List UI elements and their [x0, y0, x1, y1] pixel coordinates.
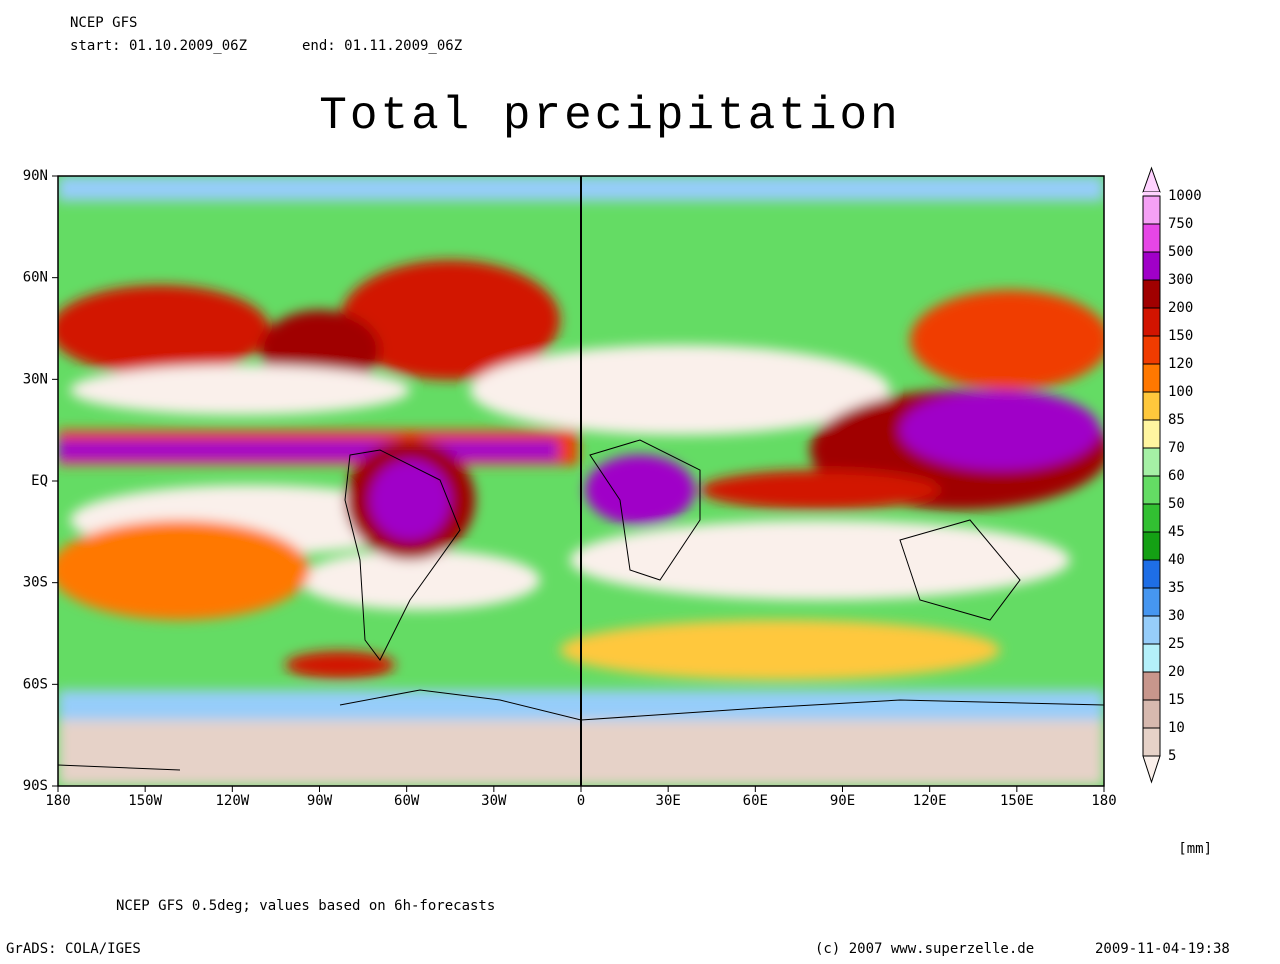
y-tick-label: 30S — [23, 575, 48, 591]
end-label: end: 01.11.2009_06Z — [302, 38, 462, 54]
colorbar-label: 1000 — [1168, 188, 1202, 204]
colorbar-label: 200 — [1168, 300, 1193, 316]
colorbar: 1000 750 500 300 200 150 120 100 85 70 60 50 45 40 35 3… — [1142, 166, 1202, 784]
y-tick-label: 60N — [23, 270, 48, 286]
colorbar-arrow — [1142, 755, 1161, 784]
x-tick-label: 180 — [45, 793, 70, 809]
colorbar-label: 25 — [1168, 636, 1185, 652]
y-tick-label: 30N — [23, 371, 48, 387]
colorbar-box — [1142, 223, 1161, 253]
x-tick-label: 90E — [830, 793, 855, 809]
colorbar-box — [1142, 475, 1161, 505]
colorbar-label: 10 — [1168, 720, 1185, 736]
colorbar-box — [1142, 503, 1161, 533]
colorbar-box — [1142, 335, 1161, 365]
map-title: Total precipitation — [319, 90, 901, 142]
colorbar-label: 120 — [1168, 356, 1193, 372]
colorbar-box — [1142, 587, 1161, 617]
colorbar-label: 35 — [1168, 580, 1185, 596]
copyright-label: (c) 2007 www.superzelle.de — [815, 941, 1034, 957]
colorbar-box — [1142, 671, 1161, 701]
x-tick-label: 30E — [656, 793, 681, 809]
colorbar-label: 70 — [1168, 440, 1185, 456]
colorbar-box — [1142, 531, 1161, 561]
colorbar-label: 40 — [1168, 552, 1185, 568]
colorbar-label: 500 — [1168, 244, 1193, 260]
x-tick-label: 180 — [1091, 793, 1116, 809]
y-tick-label: EQ — [31, 473, 48, 489]
colorbar-box — [1142, 251, 1161, 281]
y-tick-label: 90S — [23, 778, 48, 794]
x-tick-label: 120W — [215, 793, 249, 809]
colorbar-label: 85 — [1168, 412, 1185, 428]
y-tick-label: 90N — [23, 168, 48, 184]
colorbar-box — [1142, 559, 1161, 589]
x-tick-label: 90W — [307, 793, 333, 809]
colorbar-box — [1142, 727, 1161, 757]
colorbar-label: 45 — [1168, 524, 1185, 540]
x-tick-label: 0 — [577, 793, 585, 809]
footer-note: NCEP GFS 0.5deg; values based on 6h-fore… — [116, 898, 495, 914]
colorbar-label: 100 — [1168, 384, 1193, 400]
colorbar-box — [1143, 192, 1160, 196]
colorbar-label: 15 — [1168, 692, 1185, 708]
colorbar-box — [1142, 391, 1161, 421]
colorbar-label: 300 — [1168, 272, 1193, 288]
colorbar-label: 20 — [1168, 664, 1185, 680]
start-label: start: 01.10.2009_06Z — [70, 38, 247, 54]
x-tick-label: 150W — [128, 793, 162, 809]
x-tick-label: 60E — [743, 793, 768, 809]
colorbar-label: 5 — [1168, 748, 1176, 764]
colorbar-box — [1142, 307, 1161, 337]
colorbar-box — [1142, 699, 1161, 729]
colorbar-arrow — [1142, 166, 1161, 193]
x-tick-label: 30W — [481, 793, 507, 809]
colorbar-label: 150 — [1168, 328, 1193, 344]
colorbar-box — [1142, 615, 1161, 645]
colorbar-label: 50 — [1168, 496, 1185, 512]
colorbar-label: 30 — [1168, 608, 1185, 624]
x-tick-label: 60W — [394, 793, 420, 809]
precip-field — [58, 176, 1104, 786]
colorbar-box — [1142, 195, 1161, 225]
x-tick-label: 150E — [1000, 793, 1034, 809]
model-label: NCEP GFS — [70, 15, 137, 31]
colorbar-box — [1142, 419, 1161, 449]
colorbar-label: 750 — [1168, 216, 1193, 232]
colorbar-label: 60 — [1168, 468, 1185, 484]
x-tick-label: 120E — [913, 793, 947, 809]
unit-label: [mm] — [1178, 841, 1212, 857]
colorbar-box — [1142, 447, 1161, 477]
timestamp-label: 2009-11-04-19:38 — [1095, 941, 1230, 957]
colorbar-box — [1142, 363, 1161, 393]
colorbar-box — [1142, 279, 1161, 309]
y-tick-label: 60S — [23, 676, 48, 692]
software-label: GrADS: COLA/IGES — [6, 941, 141, 957]
colorbar-box — [1142, 643, 1161, 673]
